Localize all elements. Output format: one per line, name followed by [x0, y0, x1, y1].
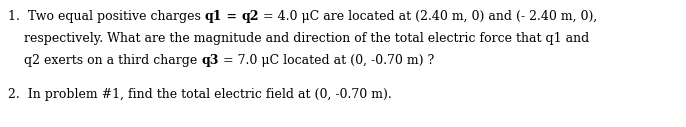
Text: q2 exerts on a third charge: q2 exerts on a third charge	[8, 54, 201, 67]
Text: = 4.0 μC are located at (2.40 m, 0) and (- 2.40 m, 0),: = 4.0 μC are located at (2.40 m, 0) and …	[259, 10, 598, 23]
Text: q1: q1	[205, 10, 222, 23]
Text: 2.  In problem #1, find the total electric field at (0, -0.70 m).: 2. In problem #1, find the total electri…	[8, 88, 392, 101]
Text: =: =	[222, 10, 241, 23]
Text: q3: q3	[201, 54, 219, 67]
Text: 1.  Two equal positive charges: 1. Two equal positive charges	[8, 10, 205, 23]
Text: = 7.0 μC located at (0, -0.70 m) ?: = 7.0 μC located at (0, -0.70 m) ?	[219, 54, 434, 67]
Text: q2: q2	[241, 10, 259, 23]
Text: respectively. What are the magnitude and direction of the total electric force t: respectively. What are the magnitude and…	[8, 32, 589, 45]
